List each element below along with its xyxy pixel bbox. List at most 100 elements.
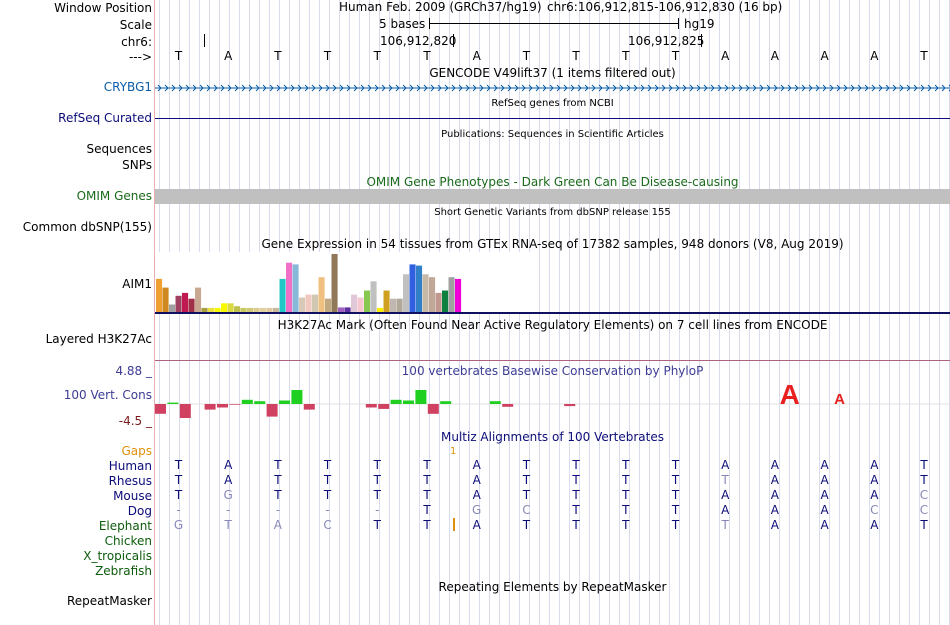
gtex-tissue-bar[interactable] <box>253 307 260 312</box>
gtex-tissue-bar[interactable] <box>422 274 429 312</box>
h3k27ac-title[interactable]: H3K27Ac Mark (Often Found Near Active Re… <box>277 318 828 332</box>
gtex-tissue-bar[interactable] <box>162 287 169 312</box>
gtex-tissue-bar[interactable] <box>325 298 332 312</box>
pubs-track-label-1[interactable]: Sequences <box>86 142 152 156</box>
species-label[interactable]: Elephant <box>98 519 152 533</box>
gtex-tissue-bar[interactable] <box>234 306 241 312</box>
omim-feature-bar[interactable] <box>155 189 950 204</box>
gtex-tissue-bar[interactable] <box>201 307 208 312</box>
omim-track-label[interactable]: OMIM Genes <box>76 189 152 203</box>
gtex-tissue-bar[interactable] <box>175 295 182 312</box>
cons-score-bar <box>564 404 576 407</box>
alignment-base: - <box>375 503 380 517</box>
gtex-track-label[interactable]: AIM1 <box>122 277 152 291</box>
gtex-tissue-bar[interactable] <box>305 294 312 312</box>
scale-label[interactable]: Scale <box>119 18 152 32</box>
gtex-tissue-bar[interactable] <box>416 265 423 312</box>
gencode-title[interactable]: GENCODE V49lift37 (1 items filtered out) <box>429 66 676 80</box>
gtex-tissue-bar[interactable] <box>429 277 436 312</box>
gtex-tissue-bar[interactable] <box>338 307 345 312</box>
gtex-tissue-bar[interactable] <box>227 303 234 312</box>
gtex-tissue-bar[interactable] <box>299 297 306 313</box>
gtex-tissue-bar[interactable] <box>273 307 280 312</box>
gtex-tissue-bar[interactable] <box>292 264 299 312</box>
gtex-tissue-bar[interactable] <box>221 303 228 312</box>
gtex-tissue-bar[interactable] <box>169 304 176 313</box>
ruler-base: T <box>671 49 680 63</box>
gtex-bar-chart[interactable] <box>155 252 535 312</box>
gtex-tissue-bar[interactable] <box>357 297 364 313</box>
gtex-tissue-bar[interactable] <box>279 278 286 312</box>
species-label[interactable]: Human <box>108 459 152 473</box>
gtex-tissue-bar[interactable] <box>377 307 384 312</box>
h3k27ac-track-label[interactable]: Layered H3K27Ac <box>45 332 152 346</box>
gtex-tissue-bar[interactable] <box>214 307 221 312</box>
cons-title[interactable]: 100 vertebrates Basewise Conservation by… <box>401 364 704 378</box>
gtex-tissue-bar[interactable] <box>351 294 358 312</box>
cons-score-bar <box>415 390 427 404</box>
gtex-tissue-bar[interactable] <box>455 278 462 312</box>
gtex-tissue-bar[interactable] <box>442 290 449 313</box>
gencode-gene-feature[interactable] <box>155 82 950 94</box>
gtex-tissue-bar[interactable] <box>286 262 293 312</box>
rmsk-track-label[interactable]: RepeatMasker <box>66 594 152 608</box>
chrom-label[interactable]: chr6: <box>121 35 152 49</box>
window-position-label[interactable]: Window Position <box>54 1 152 15</box>
gtex-tissue-bar[interactable] <box>344 307 351 312</box>
species-label[interactable]: Chicken <box>104 534 152 548</box>
gtex-tissue-bar[interactable] <box>156 278 163 312</box>
gtex-tissue-bar[interactable] <box>403 274 410 312</box>
dbsnp-track-label[interactable]: Common dbSNP(155) <box>22 220 152 234</box>
gencode-gene-label[interactable]: CRYBG1 <box>103 80 152 94</box>
gtex-tissue-bar[interactable] <box>195 287 202 312</box>
gtex-tissue-bar[interactable] <box>448 277 455 312</box>
ruler-base: T <box>572 49 580 63</box>
species-label[interactable]: X_tropicalis <box>83 549 152 563</box>
gtex-tissue-bar[interactable] <box>390 298 397 312</box>
strand-arrow-label[interactable]: ---> <box>128 50 152 64</box>
dbsnp-title[interactable]: Short Genetic Variants from dbSNP releas… <box>434 207 671 218</box>
alignment-base: A <box>870 458 879 472</box>
pubs-track-label-2[interactable]: SNPs <box>122 158 152 172</box>
species-label[interactable]: Dog <box>127 504 152 518</box>
scale-text: 5 bases <box>379 17 426 31</box>
gtex-tissue-bar[interactable] <box>208 307 215 312</box>
gtex-tissue-bar[interactable] <box>240 307 247 312</box>
alignment-base: T <box>572 458 580 472</box>
species-label[interactable]: Rhesus <box>108 474 152 488</box>
species-label[interactable]: Zebrafish <box>95 564 152 578</box>
alignment-base: T <box>671 488 680 502</box>
refseq-track-label[interactable]: RefSeq Curated <box>58 111 152 125</box>
gtex-tissue-bar[interactable] <box>364 290 371 313</box>
gaps-label[interactable]: Gaps <box>121 444 152 458</box>
species-label[interactable]: Mouse <box>113 489 152 503</box>
cons-score-bar <box>254 401 266 404</box>
cons-max-label: 4.88 _ <box>115 364 152 378</box>
gtex-tissue-bar[interactable] <box>247 307 254 312</box>
rmsk-title[interactable]: Repeating Elements by RepeatMasker <box>438 580 667 594</box>
pubs-title[interactable]: Publications: Sequences in Scientific Ar… <box>441 129 664 140</box>
cons-track-label[interactable]: 100 Vert. Cons <box>63 388 152 402</box>
gtex-tissue-bar[interactable] <box>435 292 442 312</box>
gtex-tissue-bar[interactable] <box>396 298 403 312</box>
refseq-title[interactable]: RefSeq genes from NCBI <box>491 98 614 109</box>
gtex-title[interactable]: Gene Expression in 54 tissues from GTEx … <box>261 237 844 251</box>
gtex-tissue-bar[interactable] <box>266 307 273 312</box>
gtex-tissue-bar[interactable] <box>409 264 416 312</box>
gtex-tissue-bar[interactable] <box>370 281 377 312</box>
gtex-tissue-bar[interactable] <box>331 254 338 312</box>
gtex-tissue-bar[interactable] <box>182 292 189 312</box>
gtex-tissue-bar[interactable] <box>188 298 195 312</box>
gtex-tissue-bar[interactable] <box>260 307 267 312</box>
browser-image[interactable]: Human Feb. 2009 (GRCh37/hg19) chr6:106,9… <box>155 0 950 625</box>
omim-title[interactable]: OMIM Gene Phenotypes - Dark Green Can Be… <box>366 175 739 189</box>
multiz-title[interactable]: Multiz Alignments of 100 Vertebrates <box>440 430 665 444</box>
gtex-tissue-bar[interactable] <box>318 277 325 312</box>
gtex-tissue-bar[interactable] <box>312 294 319 312</box>
alignment-base: T <box>224 518 232 532</box>
alignment-base: A <box>820 473 829 487</box>
gtex-tissue-bar[interactable] <box>383 290 390 313</box>
refseq-gene-feature[interactable] <box>155 118 950 119</box>
alignment-base: G <box>472 503 482 517</box>
